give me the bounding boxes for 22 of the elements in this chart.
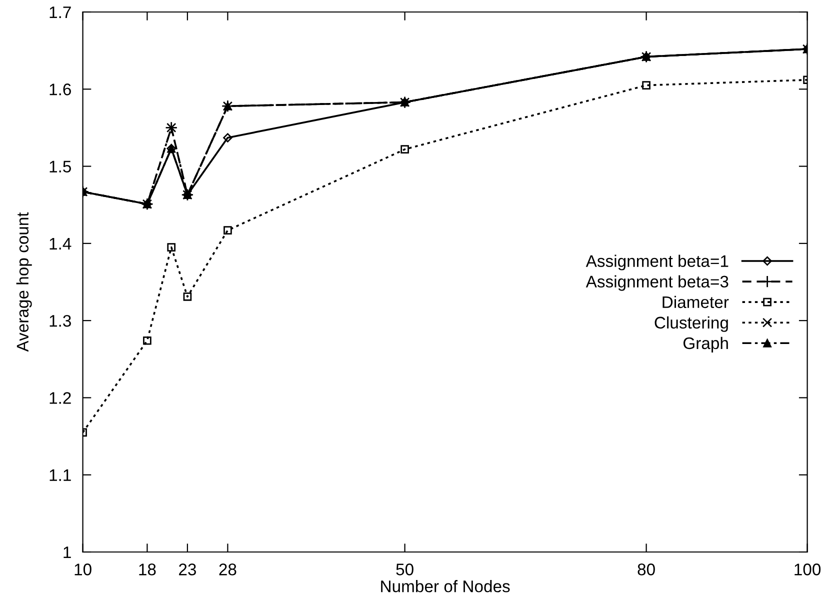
y-tick-label: 1.1: [50, 469, 71, 481]
y-tick-label: 1: [64, 546, 71, 558]
x-tick-label: 23: [179, 564, 196, 576]
x-tick-label: 100: [794, 564, 821, 576]
legend-label: Assignment beta=3: [586, 275, 728, 291]
y-tick-label: 1.6: [50, 84, 71, 96]
x-tick-label: 80: [638, 564, 655, 576]
y-tick-label: 1.3: [50, 314, 71, 327]
legend-label: Diameter: [662, 296, 729, 308]
legend-label: Clustering: [654, 316, 728, 332]
x-tick-label: 18: [139, 564, 156, 576]
legend-label: Graph: [683, 336, 728, 352]
legend-label: Assignment beta=1: [586, 254, 728, 270]
x-axis-title: Number of Nodes: [381, 580, 510, 592]
x-tick-label: 28: [219, 564, 236, 576]
y-tick-label: 1.2: [50, 392, 71, 404]
x-tick-label: 10: [74, 564, 92, 576]
y-axis-title: Average hop count: [16, 212, 32, 352]
y-tick-label: 1.7: [50, 6, 71, 18]
y-tick-label: 1.4: [50, 238, 72, 250]
x-tick-label: 50: [396, 564, 414, 576]
y-tick-label: 1.5: [50, 160, 71, 172]
